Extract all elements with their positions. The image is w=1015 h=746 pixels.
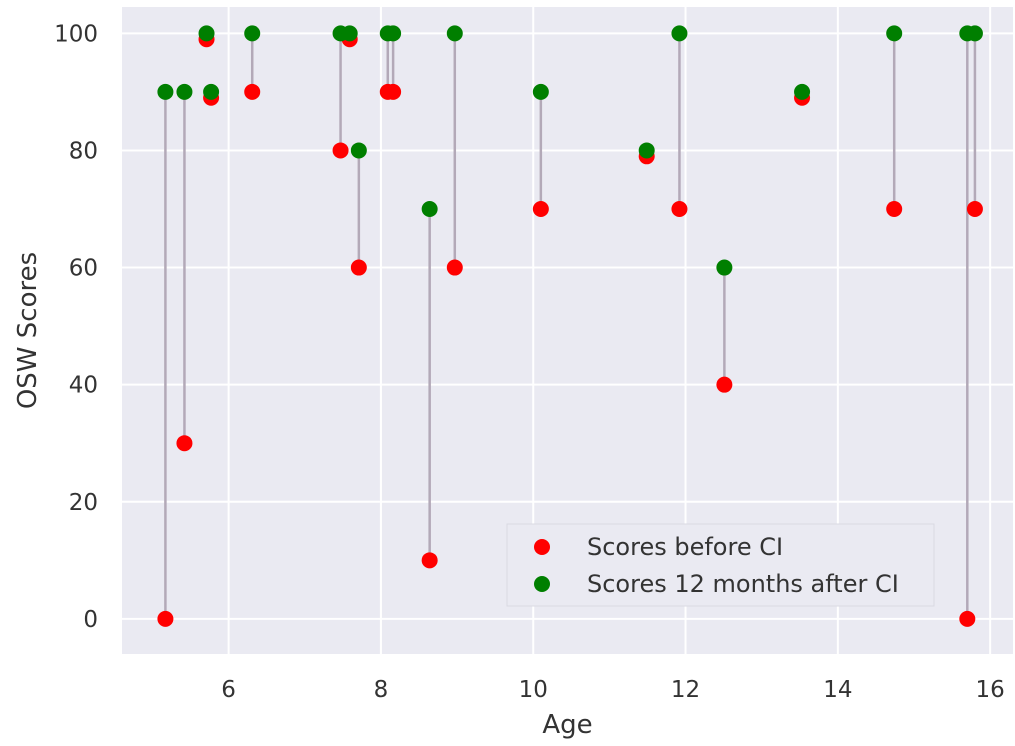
point-after-ci [966, 25, 983, 42]
legend-box [506, 523, 935, 607]
point-after-ci [350, 142, 367, 159]
x-tick-label: 16 [976, 677, 1005, 703]
x-tick-label: 12 [671, 677, 700, 703]
legend-label: Scores before CI [587, 533, 783, 561]
x-tick-label: 6 [221, 677, 236, 703]
point-before-ci [332, 142, 349, 159]
point-after-ci [446, 25, 463, 42]
y-tick-label: 100 [54, 21, 98, 47]
x-axis-label: Age [542, 710, 592, 740]
point-before-ci [959, 610, 976, 627]
y-tick-label: 0 [83, 607, 98, 633]
y-tick-label: 40 [69, 373, 98, 399]
legend-marker [534, 576, 550, 592]
point-after-ci [176, 83, 193, 100]
point-before-ci [244, 83, 261, 100]
point-before-ci [176, 435, 193, 452]
x-tick-label: 14 [823, 677, 852, 703]
point-before-ci [385, 83, 402, 100]
x-tick-label: 10 [519, 677, 548, 703]
point-after-ci [198, 25, 215, 42]
point-after-ci [244, 25, 261, 42]
y-tick-label: 20 [69, 490, 98, 516]
point-after-ci [385, 25, 402, 42]
point-after-ci [532, 83, 549, 100]
point-before-ci [157, 610, 174, 627]
point-after-ci [341, 25, 358, 42]
point-after-ci [203, 83, 220, 100]
point-before-ci [421, 552, 438, 569]
point-before-ci [966, 201, 983, 218]
point-before-ci [350, 259, 367, 276]
point-after-ci [794, 83, 811, 100]
point-after-ci [638, 142, 655, 159]
point-before-ci [532, 201, 549, 218]
x-tick-label: 8 [374, 677, 389, 703]
point-before-ci [716, 376, 733, 393]
point-before-ci [886, 201, 903, 218]
point-after-ci [716, 259, 733, 276]
point-before-ci [446, 259, 463, 276]
point-after-ci [421, 201, 438, 218]
point-after-ci [157, 83, 174, 100]
legend-marker [534, 539, 550, 555]
legend-label: Scores 12 months after CI [587, 570, 899, 598]
y-axis-label: OSW Scores [13, 252, 43, 409]
y-tick-label: 80 [69, 138, 98, 164]
point-after-ci [886, 25, 903, 42]
y-tick-label: 60 [69, 256, 98, 282]
point-after-ci [671, 25, 688, 42]
point-before-ci [671, 201, 688, 218]
